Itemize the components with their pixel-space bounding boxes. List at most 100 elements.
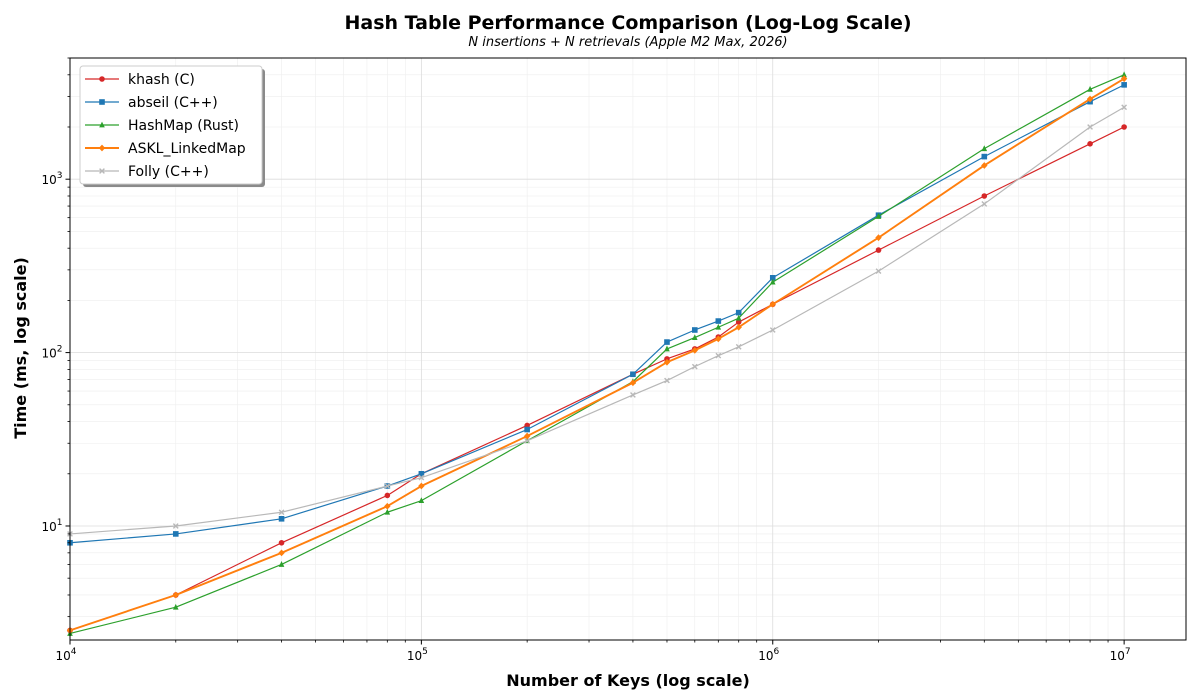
data-point-askl-linkedmap (172, 591, 179, 599)
series-askl-linkedmap (66, 75, 1128, 634)
data-point-abseil-c (664, 339, 670, 345)
data-point-abseil-c (278, 516, 285, 522)
x-tick-label: 104 (55, 647, 76, 663)
data-point-hashmap-rust (769, 278, 776, 285)
data-point-abseil-c (715, 318, 722, 324)
series-line-khash-c (69, 126, 1125, 631)
data-point-askl-linkedmap (384, 502, 391, 510)
data-point-hashmap-rust (384, 508, 391, 515)
data-point-abseil-c (1121, 82, 1127, 88)
x-marker-stroke (384, 483, 391, 489)
data-point-abseil-c (735, 309, 742, 316)
x-marker-stroke (769, 327, 776, 333)
data-point-khash-c (981, 193, 988, 199)
y-tick-label: 102 (41, 345, 62, 361)
data-point-askl-linkedmap (663, 358, 671, 366)
data-point-abseil-c (981, 153, 988, 160)
data-point-askl-linkedmap (875, 234, 882, 242)
data-point-hashmap-rust (715, 323, 722, 330)
data-point-askl-linkedmap (691, 346, 698, 354)
x-marker-stroke (715, 352, 722, 359)
data-point-hashmap-rust (735, 314, 742, 321)
data-point-hashmap-rust (875, 213, 882, 219)
data-point-folly-c (875, 268, 882, 275)
data-point-folly-c (769, 327, 776, 333)
x-marker-stroke (735, 343, 742, 350)
data-point-folly-c (1087, 124, 1093, 130)
data-point-abseil-c (769, 274, 776, 281)
data-point-hashmap-rust (1087, 85, 1093, 92)
data-point-abseil-c (524, 426, 530, 433)
data-point-folly-c (1121, 104, 1128, 111)
x-marker-stroke (1087, 124, 1093, 130)
data-point-khash-c (735, 319, 742, 325)
data-point-hashmap-rust (1121, 71, 1127, 78)
x-marker-stroke (630, 392, 636, 398)
legend-marker-folly-c (99, 168, 105, 174)
data-point-askl-linkedmap (1086, 95, 1094, 103)
data-point-folly-c (691, 363, 698, 370)
legend-marker-khash-c (99, 76, 105, 82)
plot-frame (69, 57, 1187, 641)
data-point-hashmap-rust (172, 603, 179, 610)
data-point-askl-linkedmap (629, 379, 637, 387)
data-point-khash-c (278, 539, 285, 546)
data-point-khash-c (1121, 124, 1127, 130)
y-tick-label: 103 (41, 171, 62, 187)
series-line-abseil-c (69, 84, 1125, 544)
data-point-askl-linkedmap (278, 549, 285, 557)
chart-title: Hash Table Performance Comparison (Log-L… (344, 12, 911, 34)
x-marker-stroke (99, 168, 105, 174)
data-point-hashmap-rust (691, 334, 698, 341)
data-point-folly-c (524, 437, 531, 444)
data-point-hashmap-rust (278, 561, 285, 567)
data-point-abseil-c (691, 327, 698, 333)
legend-marker-askl-linkedmap (98, 144, 106, 152)
x-axis-label: Number of Keys (log scale) (506, 671, 750, 690)
data-point-folly-c (172, 523, 179, 529)
x-marker-stroke (524, 437, 531, 444)
legend: khash (C) abseil (C++) HashMap (Rust) ASKL_… (79, 65, 265, 187)
x-tick-label: 107 (1110, 647, 1131, 663)
data-point-hashmap-rust (981, 145, 988, 152)
series-line-hashmap-rust (69, 74, 1125, 635)
data-point-abseil-c (418, 470, 425, 477)
data-point-khash-c (875, 247, 882, 253)
data-point-abseil-c (172, 531, 179, 537)
y-tick-label: 101 (41, 518, 62, 534)
ticks: 104 105 106 107 101 102 103 (41, 57, 1131, 663)
x-marker-stroke (1121, 104, 1128, 111)
x-marker-stroke (664, 377, 670, 384)
x-marker-stroke (172, 523, 179, 529)
data-point-folly-c (715, 352, 722, 359)
legend-marker-hashmap-rust (99, 121, 105, 128)
data-point-folly-c (664, 377, 670, 384)
data-point-folly-c (418, 474, 425, 481)
data-point-askl-linkedmap (735, 323, 742, 331)
data-point-folly-c (630, 392, 636, 398)
data-point-askl-linkedmap (1120, 75, 1128, 83)
x-marker-stroke (981, 201, 988, 207)
legend-label-askl-linkedmap: ASKL_LinkedMap (128, 141, 246, 157)
data-point-folly-c (384, 483, 391, 489)
x-tick-label: 106 (758, 647, 779, 663)
legend-label-khash-c: khash (C) (128, 72, 195, 88)
legend-label-abseil-c: abseil (C++) (128, 95, 218, 111)
data-point-askl-linkedmap (418, 482, 425, 490)
legend-marker-abseil-c (99, 99, 105, 105)
legend-label-folly-c: Folly (C++) (128, 164, 209, 180)
data-point-khash-c (1087, 141, 1093, 147)
data-point-khash-c (384, 492, 391, 499)
chart-subtitle: N insertions + N retrievals (Apple M2 Ma… (468, 35, 787, 50)
data-point-folly-c (278, 509, 285, 516)
x-marker-stroke (691, 363, 698, 370)
data-point-hashmap-rust (418, 497, 425, 504)
legend-label-hashmap-rust: HashMap (Rust) (128, 118, 239, 134)
x-marker-stroke (418, 474, 425, 481)
data-point-hashmap-rust (664, 345, 670, 352)
x-marker-stroke (875, 268, 882, 275)
legend-box (79, 65, 263, 185)
series-layer (66, 71, 1128, 636)
y-axis-label: Time (ms, log scale) (11, 257, 30, 439)
